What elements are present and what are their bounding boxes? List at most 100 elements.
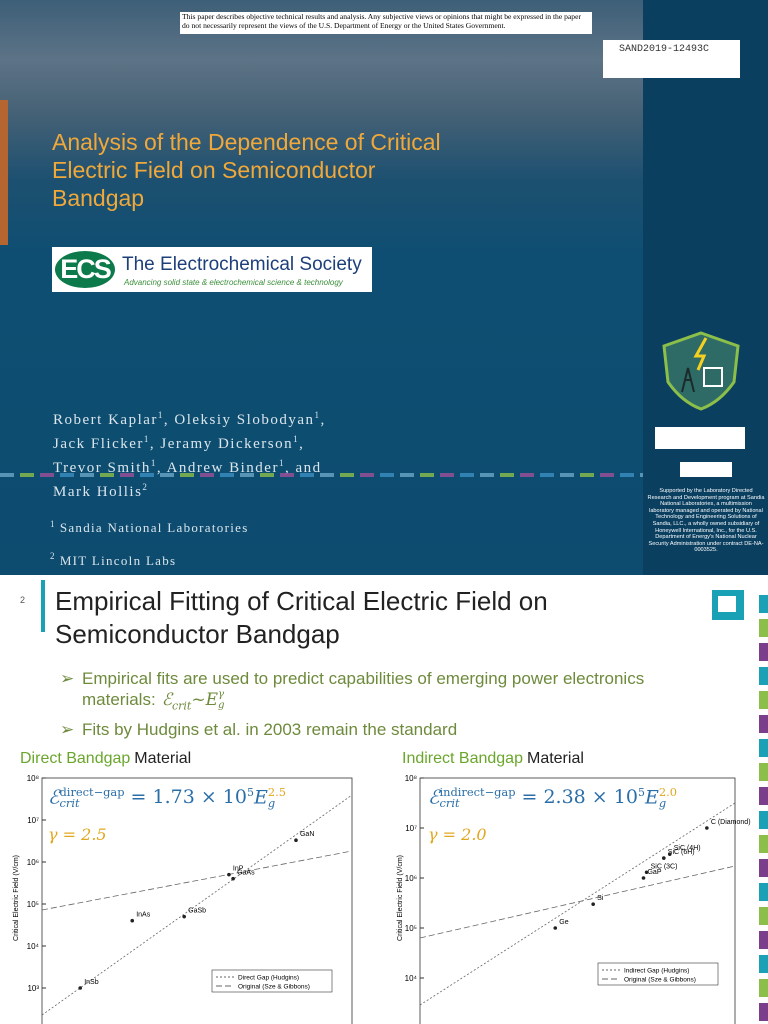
author-text: , bbox=[320, 412, 326, 428]
affiliation-mark: 1 bbox=[157, 410, 164, 420]
legend: Indirect Gap (Hudgins) Original (Sze & Gi… bbox=[597, 962, 719, 986]
author-text: Robert Kaplar bbox=[53, 412, 158, 428]
slide-title: Empirical Fitting of Critical Electric F… bbox=[55, 586, 548, 649]
content-slide: 2 Empirical Fitting of Critical Electric… bbox=[0, 575, 768, 1024]
legend-label: Indirect Gap (Hudgins) bbox=[624, 968, 689, 975]
panel-heading: Direct Bandgap Material bbox=[20, 750, 191, 768]
scripts: indirect−gap crit bbox=[440, 786, 516, 810]
author-line: Trevor Smith1, Andrew Binder1, and bbox=[53, 454, 326, 478]
author-line: Jack Flicker1, Jeramy Dickerson1, bbox=[53, 430, 326, 454]
author-text: , Oleksiy Slobodyan bbox=[163, 412, 315, 428]
author-text: Trevor Smith bbox=[53, 460, 151, 476]
affiliation-mark: 1 bbox=[293, 434, 300, 444]
affiliation-name: MIT Lincoln Labs bbox=[59, 552, 177, 568]
affiliation-mark: 1 bbox=[143, 434, 150, 444]
data-point bbox=[182, 914, 186, 919]
point-label: GaN bbox=[300, 831, 314, 838]
icon-box bbox=[718, 596, 736, 612]
tower bbox=[681, 367, 695, 393]
data-point bbox=[130, 918, 135, 923]
heading-highlight: Indirect Bandgap bbox=[402, 750, 523, 767]
data-point bbox=[591, 902, 595, 906]
data-point bbox=[641, 876, 646, 880]
author-text: Jack Flicker bbox=[53, 436, 144, 452]
support-note: Supported by the Laboratory Directed Res… bbox=[647, 488, 765, 554]
data-point bbox=[662, 856, 666, 860]
bolt bbox=[693, 337, 708, 371]
affiliation: 2 MIT Lincoln Labs bbox=[50, 542, 249, 574]
y-axis-label: Critical Electric Field (V/cm) bbox=[397, 855, 404, 941]
subscript: g bbox=[658, 796, 667, 811]
blank-box bbox=[680, 462, 732, 477]
legend: Direct Gap (Hudgins) Original (Sze & Gibb… bbox=[211, 969, 333, 993]
legend-box bbox=[597, 962, 719, 986]
affiliation-mark: 2 bbox=[50, 551, 56, 562]
variable: E bbox=[253, 786, 268, 809]
legend-label: Original (Sze & Gibbons) bbox=[238, 984, 310, 991]
author-text: , bbox=[299, 436, 305, 452]
fit-line bbox=[41, 794, 353, 1016]
exponent: 5 bbox=[637, 786, 645, 799]
author-text: , Andrew Binder bbox=[156, 460, 279, 476]
point-label: GaP bbox=[647, 869, 661, 876]
symbol: ℰ bbox=[428, 786, 440, 809]
accent-bar bbox=[41, 580, 45, 632]
chip bbox=[703, 367, 723, 387]
logo-name: The Electrochemical Society bbox=[122, 254, 362, 275]
affiliation-name: Sandia National Laboratories bbox=[59, 520, 249, 536]
y-tick-label: 10⁴ bbox=[405, 974, 418, 983]
operator: ~ bbox=[191, 690, 206, 710]
page-number: 2 bbox=[20, 595, 26, 605]
point-label: Ge bbox=[559, 919, 568, 926]
point-label: InP bbox=[233, 866, 244, 873]
affiliation-mark: 1 bbox=[150, 458, 157, 468]
heading-highlight: Direct Bandgap bbox=[20, 750, 131, 767]
panel-heading: Indirect Bandgap Material bbox=[402, 750, 584, 768]
point-label: SiC (3C) bbox=[651, 863, 678, 870]
data-point bbox=[644, 870, 649, 875]
data-point bbox=[231, 876, 235, 881]
equation-rhs: = 1.73 × 10 bbox=[130, 786, 247, 809]
report-number: SAND2019-12493C bbox=[619, 44, 710, 55]
y-tick-label: 10⁸ bbox=[27, 774, 39, 783]
superscript: 2.5 bbox=[267, 784, 286, 799]
point-label: SiC (4H) bbox=[674, 845, 701, 852]
subscript: crit bbox=[171, 699, 192, 713]
author-text: Mark Hollis bbox=[53, 484, 143, 500]
logo-mark: ECS bbox=[55, 251, 115, 288]
data-point bbox=[667, 852, 672, 856]
variable: E bbox=[205, 690, 219, 710]
scripts: 2.0 g bbox=[658, 786, 677, 811]
report-box: SAND2019-12493C bbox=[603, 40, 740, 78]
heading-suffix: Material bbox=[526, 750, 584, 767]
legend-label: Direct Gap (Hudgins) bbox=[238, 975, 299, 982]
plot-frame bbox=[41, 777, 353, 1024]
logo-tagline: Advancing solid state & electrochemical … bbox=[124, 278, 343, 287]
corner-icon bbox=[712, 590, 744, 620]
superscript: direct−gap bbox=[59, 784, 125, 799]
y-tick-label: 10⁴ bbox=[27, 942, 40, 951]
data-point bbox=[78, 986, 83, 990]
authors: Robert Kaplar1, Oleksiy Slobodyan1, Jack … bbox=[53, 406, 326, 502]
y-tick-label: 10⁶ bbox=[405, 874, 417, 883]
author-line: Robert Kaplar1, Oleksiy Slobodyan1, bbox=[53, 406, 326, 430]
affiliation-mark: 2 bbox=[142, 482, 149, 492]
y-tick-label: 10⁷ bbox=[27, 816, 39, 825]
symbol: ℰ bbox=[161, 690, 172, 710]
y-tick-label: 10⁶ bbox=[27, 858, 39, 867]
subscript: g bbox=[218, 699, 225, 711]
data-point bbox=[294, 838, 298, 843]
affiliation-mark: 1 bbox=[278, 458, 285, 468]
heading-suffix: Material bbox=[134, 750, 192, 767]
formula: ℰcrit~E γ g bbox=[161, 689, 225, 713]
point-label: Si bbox=[597, 895, 604, 902]
bullet-text: Empirical fits are used to predict capab… bbox=[82, 669, 645, 709]
accent-strip bbox=[0, 100, 8, 245]
author-text: , and bbox=[284, 460, 322, 476]
affiliation-mark: 1 bbox=[50, 519, 56, 529]
data-point bbox=[553, 926, 558, 930]
bullet-text: Fits by Hudgins et al. in 2003 remain th… bbox=[82, 720, 458, 740]
subscript: crit bbox=[59, 796, 80, 811]
superscript: γ bbox=[218, 689, 225, 701]
